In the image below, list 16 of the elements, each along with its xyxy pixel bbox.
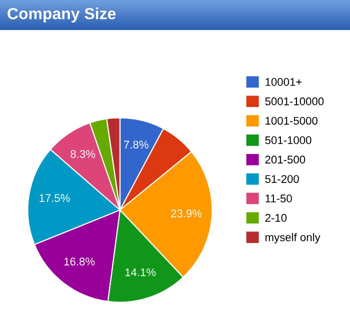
legend-label: 11-50 [266,194,292,202]
legend-label: 5001-10000 [265,97,324,106]
legend-label: 201-500 [265,156,306,164]
data-label: 17.5% [40,194,70,202]
legend-label: 501-1000 [265,136,312,144]
data-label: 16.8% [64,258,95,266]
data-label: 23.9% [171,209,202,218]
data-label: 8.3% [70,150,96,158]
legend-label: 1001-5000 [266,116,318,125]
legend-label: 10001+ [266,78,302,86]
chart-title: Company Size [8,8,116,22]
legend-label: 2-10 [265,214,287,222]
data-label: 14.1% [125,268,156,276]
legend-label: myself only [266,233,320,244]
legend-label: 51-200 [265,175,299,183]
data-label: 7.8% [124,140,148,149]
